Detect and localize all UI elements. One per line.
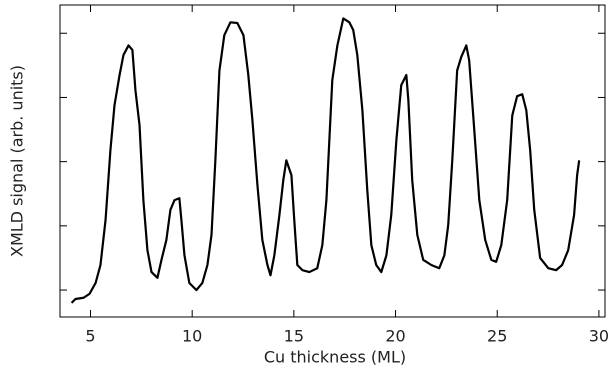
signal-line (70, 17, 581, 304)
x-tick-label: 10 (182, 327, 202, 346)
x-tick-label: 15 (284, 327, 304, 346)
y-axis-label: XMLD signal (arb. units) (8, 65, 27, 257)
x-tick-label: 20 (385, 327, 405, 346)
x-axis-label: Cu thickness (ML) (264, 348, 406, 367)
x-tick-label: 30 (589, 327, 609, 346)
x-tick-label: 25 (487, 327, 507, 346)
plot-frame (59, 4, 606, 318)
x-tick-label: 5 (85, 327, 95, 346)
